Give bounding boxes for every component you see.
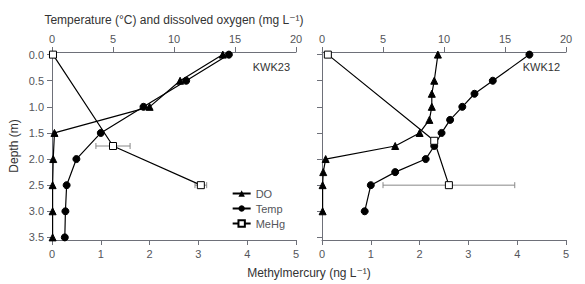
svg-text:15: 15 [229,33,241,45]
svg-text:Depth (m): Depth (m) [7,119,21,172]
svg-text:5: 5 [110,33,116,45]
svg-text:2.0: 2.0 [29,153,44,165]
svg-text:DO: DO [256,188,273,200]
svg-text:KWK23: KWK23 [253,61,290,73]
svg-text:0.0: 0.0 [29,49,44,61]
svg-text:0: 0 [319,248,325,260]
svg-text:15: 15 [499,33,511,45]
svg-text:5: 5 [293,248,299,260]
svg-text:10: 10 [168,33,180,45]
svg-text:0.5: 0.5 [29,75,44,87]
svg-text:5: 5 [380,33,386,45]
svg-text:0: 0 [319,33,325,45]
svg-text:2: 2 [147,248,153,260]
svg-text:Methylmercury (ng L⁻¹): Methylmercury (ng L⁻¹) [247,266,371,280]
svg-text:MeHg: MeHg [256,218,285,230]
svg-text:5: 5 [563,248,569,260]
svg-text:0: 0 [49,248,55,260]
svg-text:2: 2 [417,248,423,260]
svg-text:Temperature (°C) and dissolved: Temperature (°C) and dissolved oxygen (m… [44,13,303,27]
svg-text:20: 20 [560,33,572,45]
svg-text:2.5: 2.5 [29,179,44,191]
svg-text:KWK12: KWK12 [523,61,560,73]
svg-text:4: 4 [244,248,250,260]
svg-text:3.5: 3.5 [29,231,44,243]
svg-text:1: 1 [98,248,104,260]
svg-text:3: 3 [195,248,201,260]
svg-text:20: 20 [290,33,302,45]
svg-text:3: 3 [465,248,471,260]
svg-text:Temp: Temp [256,203,283,215]
svg-text:4: 4 [514,248,520,260]
svg-text:10: 10 [438,33,450,45]
svg-text:1.0: 1.0 [29,101,44,113]
svg-text:1.5: 1.5 [29,127,44,139]
svg-text:0: 0 [49,33,55,45]
svg-text:1: 1 [368,248,374,260]
svg-text:3.0: 3.0 [29,205,44,217]
